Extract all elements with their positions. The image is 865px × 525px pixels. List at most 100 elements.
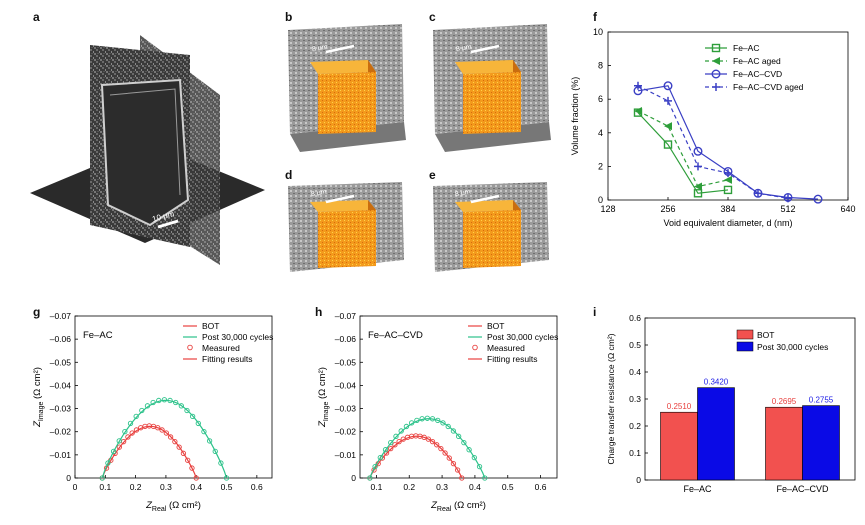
measured-point: [129, 430, 135, 436]
chart-void-volume-fraction: 0 2 4 6 8 10 128 256 384 512 640 Void equivalent di…: [570, 27, 856, 228]
legend-label: Measured: [487, 343, 525, 353]
measured-point: [403, 423, 410, 430]
measured-point: [180, 450, 187, 456]
measured-point: [393, 433, 399, 439]
chart-nyquist-fe-ac-cvd: 0 –0.01 –0.02 –0.03 –0.04 –0.05 –0.06 –0.07 0.1 0…: [317, 311, 558, 513]
series-2: [633, 81, 823, 204]
x-tick-label: 0.2: [130, 482, 142, 492]
series-1: [367, 415, 488, 481]
measured-point: [471, 455, 477, 461]
measured-point: [163, 430, 169, 436]
legend-label: Measured: [202, 343, 240, 353]
y-tick-label: –0.04: [50, 380, 72, 390]
measured-point: [429, 438, 436, 445]
panel-letter-f: f: [593, 10, 597, 24]
y-tick-label: 0.4: [629, 367, 641, 377]
legend-label: BOT: [202, 321, 219, 331]
panel-letter-a: a: [33, 10, 40, 24]
measured-point: [388, 445, 394, 452]
panel-letter-b: b: [285, 10, 293, 24]
measured-point: [155, 425, 161, 431]
panel-letter-h: h: [315, 305, 323, 319]
chart-charge-transfer-resistance: 0 0.1 0.2 0.3 0.4 0.5 0.6 Charge transfer resis…: [606, 313, 856, 494]
y-tick-label: –0.01: [335, 450, 357, 460]
measured-point: [445, 423, 451, 430]
tomography-slices-image: [30, 35, 265, 265]
measured-point: [178, 403, 185, 409]
circle-marker: [693, 146, 703, 156]
y-tick-label: 0.1: [629, 448, 641, 458]
series-line: [637, 112, 729, 194]
x-tick-label: 512: [780, 204, 795, 214]
x-tick-label: 0.3: [160, 482, 172, 492]
y-tick-label: 0.2: [629, 421, 641, 431]
legend-label: Post 30,000 cycles: [202, 332, 273, 342]
measured-point: [461, 439, 467, 446]
measured-point: [425, 436, 432, 442]
x-tick-label: 0.5: [502, 482, 514, 492]
fitting-curve: [101, 399, 228, 479]
bar-data-label: 0.3420: [704, 378, 729, 387]
bar-0: [660, 411, 698, 481]
y-tick-label: –0.01: [50, 450, 72, 460]
legend-label: Fe–AC–CVD aged: [733, 82, 804, 92]
legend-label: Fitting results: [487, 354, 538, 364]
y-tick-label: –0.04: [335, 380, 357, 390]
measured-point: [206, 438, 213, 444]
y-tick-label: –0.03: [335, 404, 357, 414]
measured-point: [133, 427, 140, 433]
x-tick-label: 0: [73, 482, 78, 492]
measured-point: [173, 399, 179, 406]
x-tick-label: Fe–AC: [683, 484, 712, 494]
chart-nyquist-fe-ac: 0 –0.01 –0.02 –0.03 –0.04 –0.05 –0.06 –0.07 0 0.1…: [32, 311, 273, 513]
y-tick-label: 0.3: [629, 394, 641, 404]
cube-render-c: [433, 24, 551, 152]
x-tick-label: 384: [720, 204, 735, 214]
panel-letter-g: g: [33, 305, 41, 319]
measured-point: [383, 450, 390, 456]
x-tick-label: 0.3: [436, 482, 448, 492]
y-tick-label: 0.6: [629, 313, 641, 323]
legend-label: Post 30,000 cycles: [757, 342, 828, 352]
chart-annotation: Fe–AC: [83, 330, 113, 341]
measured-point: [398, 428, 404, 434]
fitting-curve: [101, 425, 197, 479]
measured-point: [414, 417, 420, 424]
y-tick-label: –0.05: [50, 357, 72, 367]
legend-label: BOT: [757, 330, 774, 340]
bar-0: [765, 406, 803, 481]
y-axis-label: ZImage (Ω cm²): [317, 367, 330, 428]
chart-annotation: Fe–AC–CVD: [368, 330, 423, 341]
measured-point: [218, 460, 224, 466]
measured-point: [189, 413, 196, 419]
y-tick-label: –0.02: [335, 427, 357, 437]
measured-point: [440, 420, 446, 426]
x-tick-label: 0.4: [190, 482, 202, 492]
measured-point: [459, 475, 465, 481]
measured-point: [382, 447, 389, 453]
y-tick-label: 0: [351, 473, 356, 483]
y-tick-label: –0.06: [50, 334, 72, 344]
measured-point: [442, 450, 448, 456]
measured-point: [454, 467, 461, 473]
measured-point: [367, 475, 373, 481]
y-tick-label: 0.5: [629, 340, 641, 350]
measured-point: [167, 397, 173, 404]
bar-1: [697, 387, 735, 481]
measured-point: [408, 420, 415, 426]
cube-render-d: [288, 182, 404, 272]
circle-marker: [813, 194, 823, 204]
measured-point: [133, 413, 139, 419]
y-axis-label: ZImage (Ω cm²): [32, 367, 45, 428]
measured-point: [116, 438, 122, 444]
legend-marker: [472, 344, 478, 351]
panel-letter-c: c: [429, 10, 436, 24]
measured-point: [110, 448, 117, 455]
measured-point: [167, 434, 174, 440]
measured-point: [429, 416, 436, 422]
series-1: [634, 106, 732, 191]
y-tick-label: 0: [598, 195, 603, 205]
measured-point: [184, 407, 190, 414]
x-tick-label: 0.1: [99, 482, 111, 492]
legend-label: Fe–AC: [733, 43, 759, 53]
